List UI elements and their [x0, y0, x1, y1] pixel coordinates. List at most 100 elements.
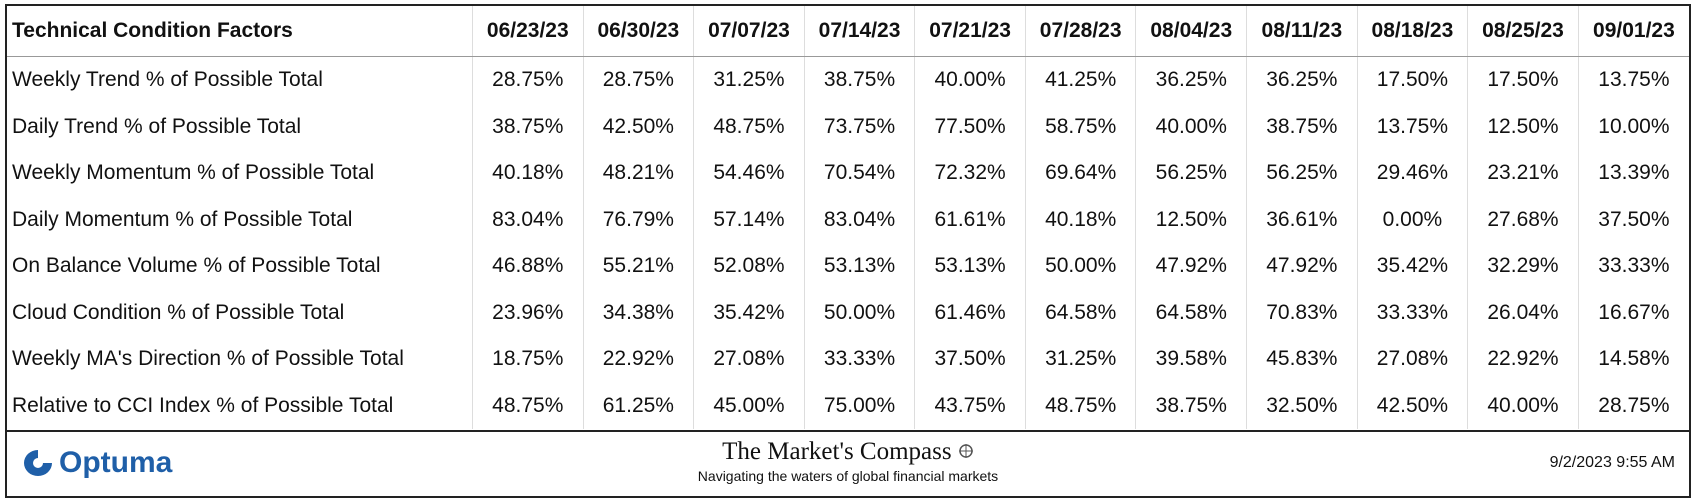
- table-row: Cloud Condition % of Possible Total 23.96…: [7, 289, 1689, 336]
- value-cell: 55.21%: [582, 243, 694, 290]
- value-cell: 76.79%: [582, 196, 694, 243]
- value-cell: 31.25%: [1024, 336, 1136, 383]
- factor-header: Technical Condition Factors: [7, 6, 473, 57]
- value-cell: 75.00%: [803, 382, 915, 429]
- value-cell: 45.83%: [1246, 336, 1358, 383]
- value-cell: 22.92%: [582, 336, 694, 383]
- table-row: Relative to CCI Index % of Possible Tota…: [7, 382, 1689, 429]
- value-cell: 83.04%: [472, 196, 584, 243]
- footer: Optuma The Market's Compass Navigating t…: [7, 430, 1689, 496]
- value-cell: 47.92%: [1135, 243, 1247, 290]
- value-cell: 41.25%: [1024, 56, 1136, 104]
- timestamp: 9/2/2023 9:55 AM: [1549, 454, 1675, 471]
- value-cell: 26.04%: [1467, 289, 1579, 336]
- value-cell: 40.18%: [472, 150, 584, 197]
- date-header: 07/21/23: [914, 6, 1026, 57]
- value-cell: 33.33%: [1356, 289, 1468, 336]
- factor-cell: Cloud Condition % of Possible Total: [12, 300, 345, 324]
- value-cell: 38.75%: [803, 56, 915, 104]
- value-cell: 48.21%: [582, 150, 694, 197]
- value-cell: 39.58%: [1135, 336, 1247, 383]
- table-row: On Balance Volume % of Possible Total 46.…: [7, 243, 1689, 290]
- value-cell: 38.75%: [472, 103, 584, 150]
- value-cell: 52.08%: [693, 243, 805, 290]
- value-cell: 16.67%: [1577, 289, 1689, 336]
- value-cell: 38.75%: [1246, 103, 1358, 150]
- value-cell: 32.50%: [1246, 382, 1358, 429]
- value-cell: 10.00%: [1577, 103, 1689, 150]
- value-cell: 42.50%: [1356, 382, 1468, 429]
- value-cell: 28.75%: [582, 56, 694, 104]
- value-cell: 73.75%: [803, 103, 915, 150]
- value-cell: 40.00%: [914, 56, 1026, 104]
- value-cell: 14.58%: [1577, 336, 1689, 383]
- table-row: Weekly MA's Direction % of Possible Tota…: [7, 336, 1689, 383]
- value-cell: 32.29%: [1467, 243, 1579, 290]
- value-cell: 48.75%: [472, 382, 584, 429]
- value-cell: 77.50%: [914, 103, 1026, 150]
- value-cell: 36.25%: [1246, 56, 1358, 104]
- value-cell: 22.92%: [1467, 336, 1579, 383]
- date-header: 06/30/23: [582, 6, 694, 57]
- table-row: Daily Momentum % of Possible Total 83.04%…: [7, 196, 1689, 243]
- value-cell: 45.00%: [693, 382, 805, 429]
- value-cell: 48.75%: [1024, 382, 1136, 429]
- factor-cell: Weekly Trend % of Possible Total: [12, 68, 323, 92]
- value-cell: 27.68%: [1467, 196, 1579, 243]
- footer-title: The Market's Compass: [7, 438, 1689, 466]
- footer-subtitle: Navigating the waters of global financia…: [697, 468, 999, 484]
- footer-center: The Market's Compass Navigating the wate…: [7, 438, 1689, 484]
- value-cell: 35.42%: [693, 289, 805, 336]
- value-cell: 61.46%: [914, 289, 1026, 336]
- value-cell: 58.75%: [1024, 103, 1136, 150]
- value-cell: 72.32%: [914, 150, 1026, 197]
- date-header: 07/14/23: [803, 6, 915, 57]
- table-row: Weekly Trend % of Possible Total 28.75% 28…: [7, 56, 1689, 104]
- date-header: 09/01/23: [1577, 6, 1689, 57]
- logo: Optuma: [21, 446, 172, 480]
- factor-cell: Daily Momentum % of Possible Total: [12, 207, 353, 231]
- footer-title-text: The Market's Compass: [722, 438, 952, 465]
- value-cell: 34.38%: [582, 289, 694, 336]
- date-header: 08/11/23: [1246, 6, 1358, 57]
- value-cell: 27.08%: [693, 336, 805, 383]
- value-cell: 33.33%: [803, 336, 915, 383]
- factor-cell: On Balance Volume % of Possible Total: [12, 254, 381, 278]
- value-cell: 64.58%: [1135, 289, 1247, 336]
- value-cell: 42.50%: [582, 103, 694, 150]
- value-cell: 47.92%: [1246, 243, 1358, 290]
- logo-text: Optuma: [59, 446, 173, 479]
- value-cell: 56.25%: [1246, 150, 1358, 197]
- table-frame: Technical Condition Factors 06/23/23 06/30…: [5, 4, 1691, 498]
- value-cell: 56.25%: [1135, 150, 1247, 197]
- value-cell: 70.54%: [803, 150, 915, 197]
- value-cell: 28.75%: [1577, 382, 1689, 429]
- value-cell: 37.50%: [914, 336, 1026, 383]
- value-cell: 61.25%: [582, 382, 694, 429]
- value-cell: 50.00%: [803, 289, 915, 336]
- value-cell: 13.75%: [1356, 103, 1468, 150]
- value-cell: 48.75%: [693, 103, 805, 150]
- value-cell: 83.04%: [803, 196, 915, 243]
- value-cell: 13.39%: [1577, 150, 1689, 197]
- logo-icon: [24, 450, 52, 476]
- value-cell: 36.61%: [1246, 196, 1358, 243]
- value-cell: 40.18%: [1024, 196, 1136, 243]
- header-row: Technical Condition Factors 06/23/23 06/30…: [7, 6, 1689, 57]
- factor-cell: Relative to CCI Index % of Possible Tota…: [12, 393, 394, 417]
- factor-cell: Daily Trend % of Possible Total: [12, 114, 302, 138]
- value-cell: 57.14%: [693, 196, 805, 243]
- value-cell: 31.25%: [693, 56, 805, 104]
- value-cell: 12.50%: [1467, 103, 1579, 150]
- value-cell: 36.25%: [1135, 56, 1247, 104]
- date-header: 08/18/23: [1356, 6, 1468, 57]
- value-cell: 18.75%: [472, 336, 584, 383]
- value-cell: 64.58%: [1024, 289, 1136, 336]
- date-header: 08/04/23: [1135, 6, 1247, 57]
- value-cell: 17.50%: [1356, 56, 1468, 104]
- value-cell: 43.75%: [914, 382, 1026, 429]
- value-cell: 0.00%: [1356, 196, 1468, 243]
- table-row: Weekly Momentum % of Possible Total 40.18…: [7, 150, 1689, 197]
- value-cell: 27.08%: [1356, 336, 1468, 383]
